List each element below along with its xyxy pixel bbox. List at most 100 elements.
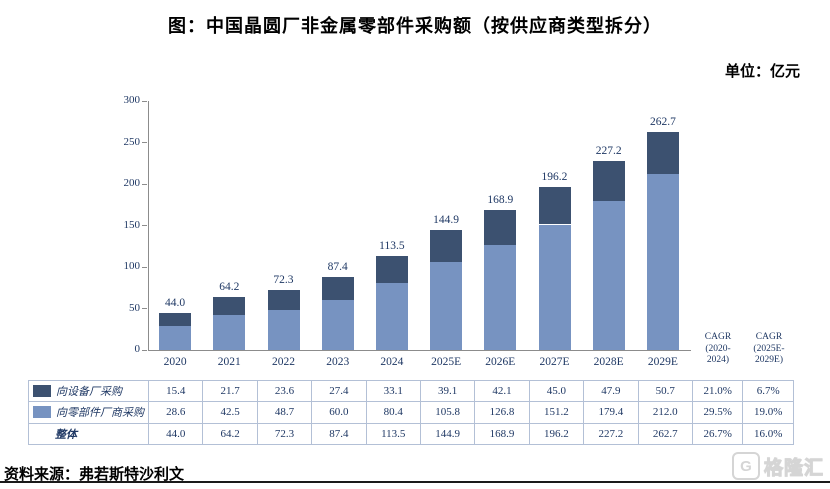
bar-segment-equipment [430, 229, 463, 263]
bar-total-label: 168.9 [487, 193, 514, 206]
bar-segment-equipment [375, 255, 408, 284]
bar-segment-components [646, 174, 679, 350]
gelonghui-watermark: G 格隆汇 [731, 452, 824, 480]
table-cell-cagr: 6.7% [743, 381, 794, 403]
table-cell: 126.8 [475, 402, 530, 424]
table-cell: 42.1 [475, 381, 530, 403]
bar-segment-components [430, 262, 463, 350]
y-axis-tick-mark [142, 100, 147, 102]
table-cell: 179.4 [584, 402, 639, 424]
bar-total-label: 87.4 [327, 261, 348, 274]
cagr-header: CAGR (2020- 2024) [692, 332, 744, 367]
cagr-header-line: CAGR [755, 332, 783, 342]
table-cell: 39.1 [420, 381, 476, 403]
figure-title: 图：中国晶圆厂非金属零部件采购额（按供应商类型拆分） [168, 16, 662, 36]
table-cell: 21.7 [203, 381, 258, 403]
table-cell: 113.5 [366, 423, 421, 445]
bar-segment-equipment [159, 313, 192, 327]
unit-label: 单位：亿元 [724, 64, 800, 80]
bar-segment-components [159, 326, 192, 350]
bar-segment-components [592, 201, 625, 350]
legend-swatch-components [33, 406, 51, 419]
cagr-header: CAGR (2025E- 2029E) [743, 332, 795, 367]
bar-total-label: 72.3 [273, 273, 294, 286]
bar-segment-components [484, 244, 517, 350]
x-axis-tick-label: 2023 [326, 356, 350, 368]
table-cell: 60.0 [312, 402, 367, 424]
table-cell: 44.0 [149, 423, 204, 445]
bar-segment-components [321, 300, 354, 350]
table-cell: 23.6 [257, 381, 313, 403]
y-axis-tick-label: 100 [123, 260, 141, 272]
bar-total-label: 64.2 [219, 280, 240, 293]
table-cell: 227.2 [584, 423, 639, 445]
x-axis-tick-label: 2020 [163, 356, 187, 368]
table-cell: 80.4 [366, 402, 421, 424]
bar-segment-equipment [321, 277, 354, 301]
table-row-label: 向设备厂采购 [29, 381, 149, 403]
table-cell-cagr: 26.7% [692, 423, 744, 445]
table-cell: 87.4 [312, 423, 367, 445]
cagr-header-line: (2025E- [753, 343, 785, 354]
table-cell: 262.7 [638, 423, 693, 445]
cagr-header-line: CAGR [704, 332, 732, 342]
table-cell: 42.5 [203, 402, 258, 424]
source-note: 资料来源：弗若斯特沙利文 [4, 467, 185, 483]
bar-total-label: 262.7 [649, 115, 676, 128]
y-axis-tick-label: 150 [123, 218, 141, 231]
table-cell-cagr: 21.0% [692, 381, 744, 403]
y-axis-tick-mark [142, 349, 147, 351]
chart-plot-area [148, 101, 691, 351]
table-cell: 196.2 [529, 423, 585, 445]
bar-segment-components [375, 283, 408, 350]
y-axis-tick-label: 0 [134, 343, 141, 355]
table-cell-cagr: 16.0% [743, 423, 794, 445]
table-cell: 47.9 [584, 381, 639, 403]
table-cell: 28.6 [149, 402, 204, 424]
gelonghui-logo-icon: G [731, 452, 760, 480]
y-axis-tick-label: 200 [123, 177, 141, 189]
table-cell: 48.7 [257, 402, 313, 424]
table-row-label-text: 向设备厂采购 [56, 386, 122, 399]
table-row-label-text: 向零部件厂商采购 [56, 407, 144, 420]
x-axis-tick-label: 2024 [380, 356, 404, 368]
table-cell: 212.0 [638, 402, 693, 424]
bar-segment-equipment [213, 296, 246, 315]
table-cell-cagr: 19.0% [743, 402, 794, 424]
bar-segment-equipment [538, 187, 571, 225]
table-cell: 144.9 [420, 423, 476, 445]
y-axis-tick-mark [142, 266, 147, 268]
data-table: 向设备厂采购 15.4 21.7 23.6 27.4 33.1 39.1 42.1 45.0 47… [28, 380, 794, 445]
bar-total-label: 113.5 [379, 239, 405, 252]
y-axis-tick-mark [142, 183, 147, 185]
watermark-text: 格隆汇 [763, 457, 824, 479]
bar-segment-equipment [646, 131, 679, 175]
x-axis-tick-label: 2029E [647, 356, 678, 368]
bar-segment-equipment [592, 161, 625, 202]
table-cell: 50.7 [638, 381, 693, 403]
y-axis-tick-label: 250 [123, 135, 141, 148]
table-cell: 151.2 [529, 402, 585, 424]
legend-swatch-equipment [33, 385, 51, 398]
x-axis-tick-label: 2026E [485, 356, 516, 368]
bottom-divider [0, 481, 830, 483]
table-cell-cagr: 29.5% [692, 402, 744, 424]
bar-segment-components [267, 309, 300, 350]
table-cell: 64.2 [203, 423, 258, 445]
y-axis-tick-mark [142, 225, 147, 226]
table-cell: 168.9 [475, 423, 530, 445]
cagr-header-line: 2024) [706, 355, 730, 365]
table-cell: 33.1 [366, 381, 421, 403]
x-axis-tick-label: 2025E [431, 356, 462, 368]
x-axis-tick-label: 2027E [539, 356, 570, 368]
bar-total-label: 196.2 [541, 171, 568, 184]
bar-segment-components [538, 224, 571, 350]
cagr-header-line: (2020- [705, 343, 731, 354]
bar-total-label: 44.0 [165, 297, 186, 310]
table-cell: 72.3 [257, 423, 313, 445]
table-row-label-text: 整体 [55, 428, 77, 441]
y-axis-tick-label: 300 [123, 94, 141, 106]
bar-segment-equipment [484, 209, 517, 245]
bar-segment-components [213, 314, 246, 350]
